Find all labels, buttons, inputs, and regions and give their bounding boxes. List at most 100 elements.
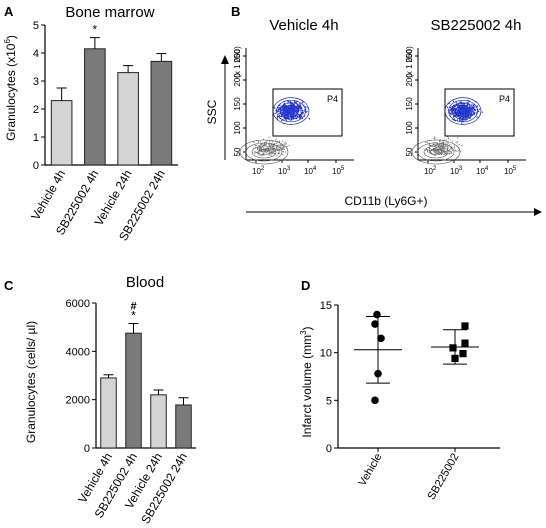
flow-gated-dot	[299, 103, 301, 106]
flow-event-dot	[428, 151, 430, 153]
flow-gated-dot	[291, 116, 293, 119]
flow-event-dot	[432, 143, 435, 146]
flow-plot-area	[418, 48, 526, 160]
flow-event-dot	[434, 141, 436, 143]
chart-c-ytick-label: 6000	[66, 298, 90, 310]
flow-gated-dot	[469, 113, 472, 115]
panel-a: A Bone marrow Granulocytes (x106) 0 1 2 3 4 5…	[3, 4, 178, 243]
flow-event-dot	[274, 139, 276, 141]
flow-event-dot	[429, 144, 431, 146]
flow-event-dot	[441, 145, 443, 147]
flow-event-dot	[433, 144, 435, 146]
flow-event-dot	[268, 144, 271, 146]
flow-event-dot	[277, 149, 279, 151]
flow-event-dot	[273, 153, 275, 155]
flow-event-dot	[256, 148, 259, 150]
flow-plot-sb225002: 50 100 150 200 250(x 1 000) 102 103 104 105 P4	[405, 46, 526, 176]
flow-event-dot	[276, 154, 278, 156]
flow-event-dot	[267, 150, 270, 152]
flow-contour-blue	[286, 107, 296, 115]
chart-a-significance-mark: *	[93, 23, 98, 37]
flow-event-dot	[280, 145, 282, 147]
flow-gated-dot	[303, 110, 305, 112]
chart-c-ylabel: Granulocytes (cells/ µl)	[24, 321, 38, 443]
flow-gated-dot	[293, 101, 296, 103]
cd11b-arrowhead-icon	[534, 208, 542, 216]
chart-c-bar	[150, 394, 167, 449]
flow-gated-dot	[463, 111, 466, 113]
flow-event-dot	[260, 149, 263, 151]
flow-event-dot	[271, 141, 274, 143]
flow-gated-dot	[452, 112, 455, 115]
flow-gated-dot	[306, 110, 308, 113]
flow-event-dot	[263, 152, 265, 154]
flow-gated-dot	[473, 105, 475, 108]
chart-d-xtick-label: SB225002	[426, 452, 462, 503]
flow-event-dot	[254, 151, 256, 154]
flow-event-dot	[283, 146, 285, 148]
flow-event-dot	[273, 150, 275, 152]
flow-event-dot	[449, 150, 451, 152]
flow-event-dot	[445, 145, 447, 147]
flow-event-dot	[443, 153, 446, 155]
chart-a-bar	[150, 60, 173, 166]
flow-gated-dot	[449, 112, 451, 114]
flow-gated-dot	[476, 105, 479, 107]
flow-event-dot	[276, 146, 278, 148]
flow-xtick-label: 103	[450, 166, 463, 176]
flow-event-dot	[435, 143, 437, 145]
flow-event-dot	[275, 147, 278, 149]
flow-event-dot	[447, 147, 449, 149]
flow-event-dot	[435, 152, 437, 154]
flow-plot-vehicle: 50 100 150 200 250(x 1 000) 102 103 104 105 P4	[233, 46, 354, 176]
flow-event-dot	[254, 150, 256, 152]
flow-contour-blue	[451, 102, 475, 120]
flow-event-dot	[441, 147, 443, 150]
flow-event-dot	[275, 142, 278, 145]
flow-event-dot	[270, 148, 273, 150]
chart-d-point-sb225002	[449, 344, 457, 352]
chart-c-significance-mark: *	[131, 309, 136, 323]
flow-event-dot	[277, 148, 279, 150]
flow-event-dot	[255, 144, 257, 147]
chart-d-plot: 0 5 10 15 Vehicle SB225002	[320, 300, 500, 502]
flow-event-dot	[273, 145, 275, 147]
flow-gated-dot	[458, 116, 460, 118]
flow-event-dot	[279, 148, 281, 151]
flow-contour-grey	[417, 142, 455, 162]
flow-gated-dot	[301, 102, 304, 104]
flow-gated-dot	[289, 102, 291, 105]
flow-event-dot	[283, 143, 286, 145]
flow-event-dot	[271, 149, 273, 151]
flow-gated-dot	[478, 108, 481, 110]
flow-event-dot	[431, 144, 434, 146]
flow-event-dot	[446, 151, 448, 153]
flow-gated-dot	[461, 112, 464, 114]
flow-gated-dot	[287, 117, 290, 119]
flow-contour-grey	[429, 148, 443, 156]
flow-event-dot	[435, 149, 437, 151]
flow-event-dot	[442, 145, 445, 148]
flow-gated-dot	[292, 110, 295, 112]
flow-event-dot	[447, 142, 449, 145]
flow-gated-dot	[461, 119, 463, 121]
flow-gated-dot	[461, 110, 463, 113]
chart-d-ytick-label: 0	[326, 443, 332, 455]
flow-event-dot	[442, 152, 444, 155]
flow-event-dot	[448, 153, 450, 155]
flow-event-dot	[439, 151, 441, 153]
flow-event-dot	[450, 151, 452, 153]
flow-gated-dot	[456, 110, 459, 112]
flow-event-dot	[274, 147, 276, 149]
flow-event-dot	[277, 144, 279, 146]
flow-event-dot	[284, 151, 287, 153]
flow-gated-dot	[461, 108, 464, 110]
panel-d: D Infarct volume (mm3) 0 5 10 15 Vehicle SB22…	[299, 278, 500, 502]
flow-event-dot	[439, 144, 441, 146]
flow-gated-dot	[295, 116, 297, 118]
flow-event-dot	[449, 143, 451, 146]
flow-gated-dot	[453, 107, 456, 110]
flow-gated-dot	[277, 107, 280, 109]
flow-event-dot	[437, 144, 439, 146]
flow-event-dot	[440, 144, 442, 146]
